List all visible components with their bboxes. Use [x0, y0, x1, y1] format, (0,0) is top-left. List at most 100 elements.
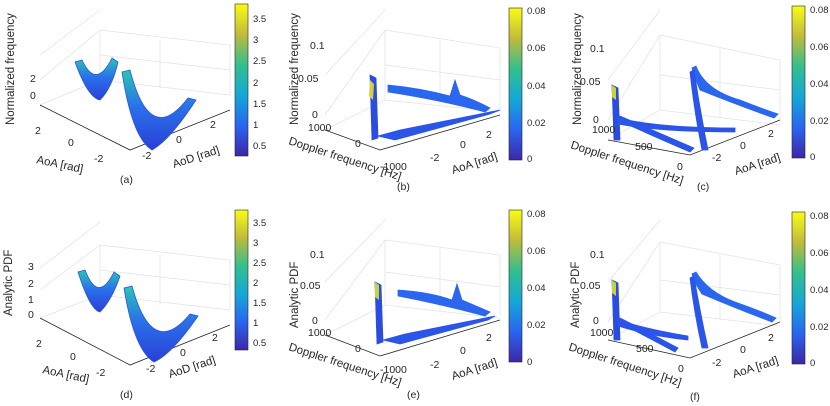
cbtick-f-1: 0.02: [810, 322, 829, 333]
ztick-b-2: 0.1: [310, 40, 325, 52]
ztick-b-0: 0: [312, 109, 318, 121]
panel-d-surfaces: [77, 269, 199, 363]
cbtick-b-1: 0.02: [527, 118, 546, 129]
xlabel-a: AoA [rad]: [35, 154, 84, 176]
zlabel-c: Normalized frequency: [572, 13, 584, 125]
cbtick-f-2: 0.04: [810, 285, 829, 296]
panel-a-grid: [39, 9, 231, 151]
colorbar-e: 0 0.02 0.04 0.06 0.08: [508, 209, 546, 368]
ztick-f-2: 0.1: [590, 249, 605, 261]
ytick-b-2: 2: [486, 129, 492, 141]
ytick-e-2: 2: [486, 332, 492, 344]
panel-label-f: (f): [690, 391, 700, 403]
panel-d-grid: [39, 221, 231, 366]
panel-label-b: (b): [397, 181, 410, 193]
panel-f: Analytic PDF 0 0.05 0.1 1000 500 0 -2 0 …: [567, 211, 828, 403]
panel-b-grid: [324, 9, 501, 151]
surface-right-bowl: [121, 69, 197, 151]
ytick-a-2: 2: [210, 119, 216, 131]
xtick-a-1: 0: [68, 137, 74, 149]
panel-e-surfaces: [374, 281, 496, 345]
cbtick-e-1: 0.02: [527, 320, 546, 331]
cbtick-c-2: 0.04: [810, 79, 829, 90]
xtick-f-2: 0: [678, 363, 684, 375]
surface-left-bowl: [74, 57, 119, 101]
ztick-c-2: 0.1: [590, 43, 605, 55]
panel-label-a: (a): [120, 174, 133, 186]
xtick-b-2: -1000: [380, 161, 407, 173]
ztick-a-1: 2: [30, 73, 36, 85]
surface-ridge-arc: [387, 78, 491, 113]
ylabel-e: AoA [rad]: [450, 357, 499, 383]
surface-wall: [611, 84, 621, 141]
zlabel-a: Normalized frequency: [5, 13, 17, 125]
ytick-c-1: 0: [740, 140, 746, 152]
cbtick-c-4: 0.08: [810, 5, 829, 16]
xtick-e-0: 1000: [308, 327, 332, 339]
cbtick-b-3: 0.06: [527, 43, 546, 54]
ytick-d-0: -2: [146, 363, 155, 375]
xtick-a-0: 2: [35, 125, 41, 137]
ylabel-b: AoA [rad]: [450, 151, 499, 177]
zlabel-e: Analytic PDF: [289, 262, 301, 328]
xtick-d-0: 2: [36, 338, 42, 350]
xlabel-c: Doppler frequency [Hz]: [569, 139, 685, 187]
surface-ridge-arc: [397, 282, 491, 317]
cbtick-c-3: 0.06: [810, 42, 829, 53]
surface-branch-diagonal: [617, 115, 695, 153]
colorbar-f: 0 0.02 0.04 0.06 0.08: [791, 211, 829, 369]
panel-f-surfaces: [611, 271, 777, 353]
cbtick-b-0: 0: [527, 154, 532, 165]
xtick-e-2: -1000: [380, 364, 407, 376]
panel-b: Normalized frequency 0 0.05 0.1 1000 0 -…: [287, 6, 545, 193]
xtick-c-0: 1000: [592, 124, 616, 136]
panel-label-e: (e): [407, 389, 420, 401]
ytick-b-0: -2: [430, 152, 439, 164]
cbtick-c-1: 0.02: [810, 116, 829, 127]
ytick-e-0: -2: [430, 359, 439, 371]
cbtick-f-3: 0.06: [810, 248, 829, 259]
cbtick-e-3: 0.06: [527, 246, 546, 257]
xtick-f-1: 500: [636, 343, 654, 355]
surface-branch-diagonal: [617, 317, 679, 353]
ytick-a-0: -2: [142, 150, 151, 162]
cbtick-f-4: 0.08: [810, 211, 829, 222]
colorbar-c: 0 0.02 0.04 0.06 0.08: [791, 5, 829, 163]
ylabel-a: AoD [rad]: [171, 144, 221, 170]
ztick-d-1: 1: [28, 294, 34, 306]
cbtick-b-2: 0.04: [527, 81, 546, 92]
ylabel-f: AoA [rad]: [731, 355, 780, 381]
cbtick-a-3: 2: [253, 78, 258, 89]
panel-a: Normalized frequency 0 2 2 0 -2 -2 0 2 A…: [5, 3, 266, 186]
cbtick-d-0: 0.5: [253, 338, 266, 349]
ztick-e-0: 0: [312, 315, 318, 327]
panel-b-surfaces: [369, 74, 501, 141]
panel-e-grid: [324, 219, 501, 357]
ytick-d-1: 0: [180, 347, 186, 359]
ztick-b-1: 0.05: [298, 73, 319, 85]
zlabel-d: Analytic PDF: [3, 250, 15, 316]
surface-ridge-wall-peak: [375, 282, 379, 300]
zlabel-b: Normalized frequency: [289, 13, 301, 125]
colorbar-b: 0 0.02 0.04 0.06 0.08: [508, 6, 546, 165]
cbtick-d-3: 2: [253, 278, 258, 289]
panel-label-d: (d): [120, 389, 133, 401]
cbtick-d-6: 3.5: [253, 218, 266, 229]
cbtick-d-5: 3: [253, 238, 258, 249]
ztick-d-3: 3: [28, 261, 34, 273]
panel-a-surfaces: [74, 57, 197, 151]
cbtick-d-4: 2.5: [253, 258, 266, 269]
surface-branch-wedge: [689, 69, 709, 151]
ylabel-d: AoD [rad]: [167, 354, 217, 380]
surface-left-bowl: [77, 269, 121, 313]
xtick-e-1: 0: [355, 343, 361, 355]
xlabel-f: Doppler frequency [Hz]: [567, 341, 683, 389]
colorbar-a: 0.5 1 1.5 2 2.5 3 3.5: [234, 3, 266, 157]
cbtick-e-2: 0.04: [527, 283, 546, 294]
xtick-b-1: 0: [355, 138, 361, 150]
ztick-e-1: 0.05: [300, 280, 321, 292]
ytick-b-1: 0: [460, 139, 466, 151]
surface-wall-peak: [612, 85, 616, 100]
panel-c-grid: [607, 9, 781, 156]
surface-branch-upper: [691, 271, 777, 323]
